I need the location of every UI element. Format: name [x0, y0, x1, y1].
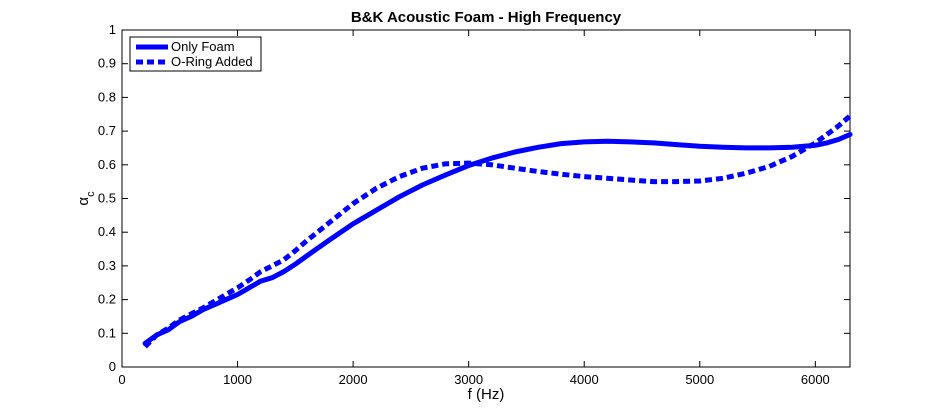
y-tick-label: 0.3: [98, 258, 116, 273]
y-tick-label: 0.7: [98, 123, 116, 138]
x-tick-label: 4000: [570, 372, 599, 387]
y-tick-label: 0.2: [98, 292, 116, 307]
x-tick-label: 1000: [223, 372, 252, 387]
legend-label: Only Foam: [171, 39, 235, 54]
y-axis-label-main: α: [75, 197, 92, 206]
legend-label: O-Ring Added: [171, 54, 253, 69]
y-tick-label: 0.4: [98, 224, 116, 239]
y-tick-label: 0.5: [98, 191, 116, 206]
y-tick-label: 0.6: [98, 157, 116, 172]
y-tick-label: 0.9: [98, 56, 116, 71]
x-axis-label: f (Hz): [468, 386, 505, 403]
chart-title: B&K Acoustic Foam - High Frequency: [351, 9, 622, 26]
y-tick-label: 1: [109, 22, 116, 37]
y-axis-label-sub: c: [85, 191, 97, 197]
x-tick-label: 3000: [454, 372, 483, 387]
x-tick-label: 6000: [801, 372, 830, 387]
y-tick-label: 0.8: [98, 89, 116, 104]
y-axis-label: αc: [75, 191, 97, 206]
y-tick-label: 0.1: [98, 325, 116, 340]
series-line-only-foam: [142, 132, 853, 346]
legend-box: [129, 36, 262, 72]
y-tick-label: 0: [109, 359, 116, 374]
x-tick-label: 0: [118, 372, 125, 387]
plot-area: [121, 29, 851, 368]
x-tick-label: 5000: [685, 372, 714, 387]
series-line-o-ring-added: [143, 114, 852, 349]
x-tick-label: 2000: [339, 372, 368, 387]
